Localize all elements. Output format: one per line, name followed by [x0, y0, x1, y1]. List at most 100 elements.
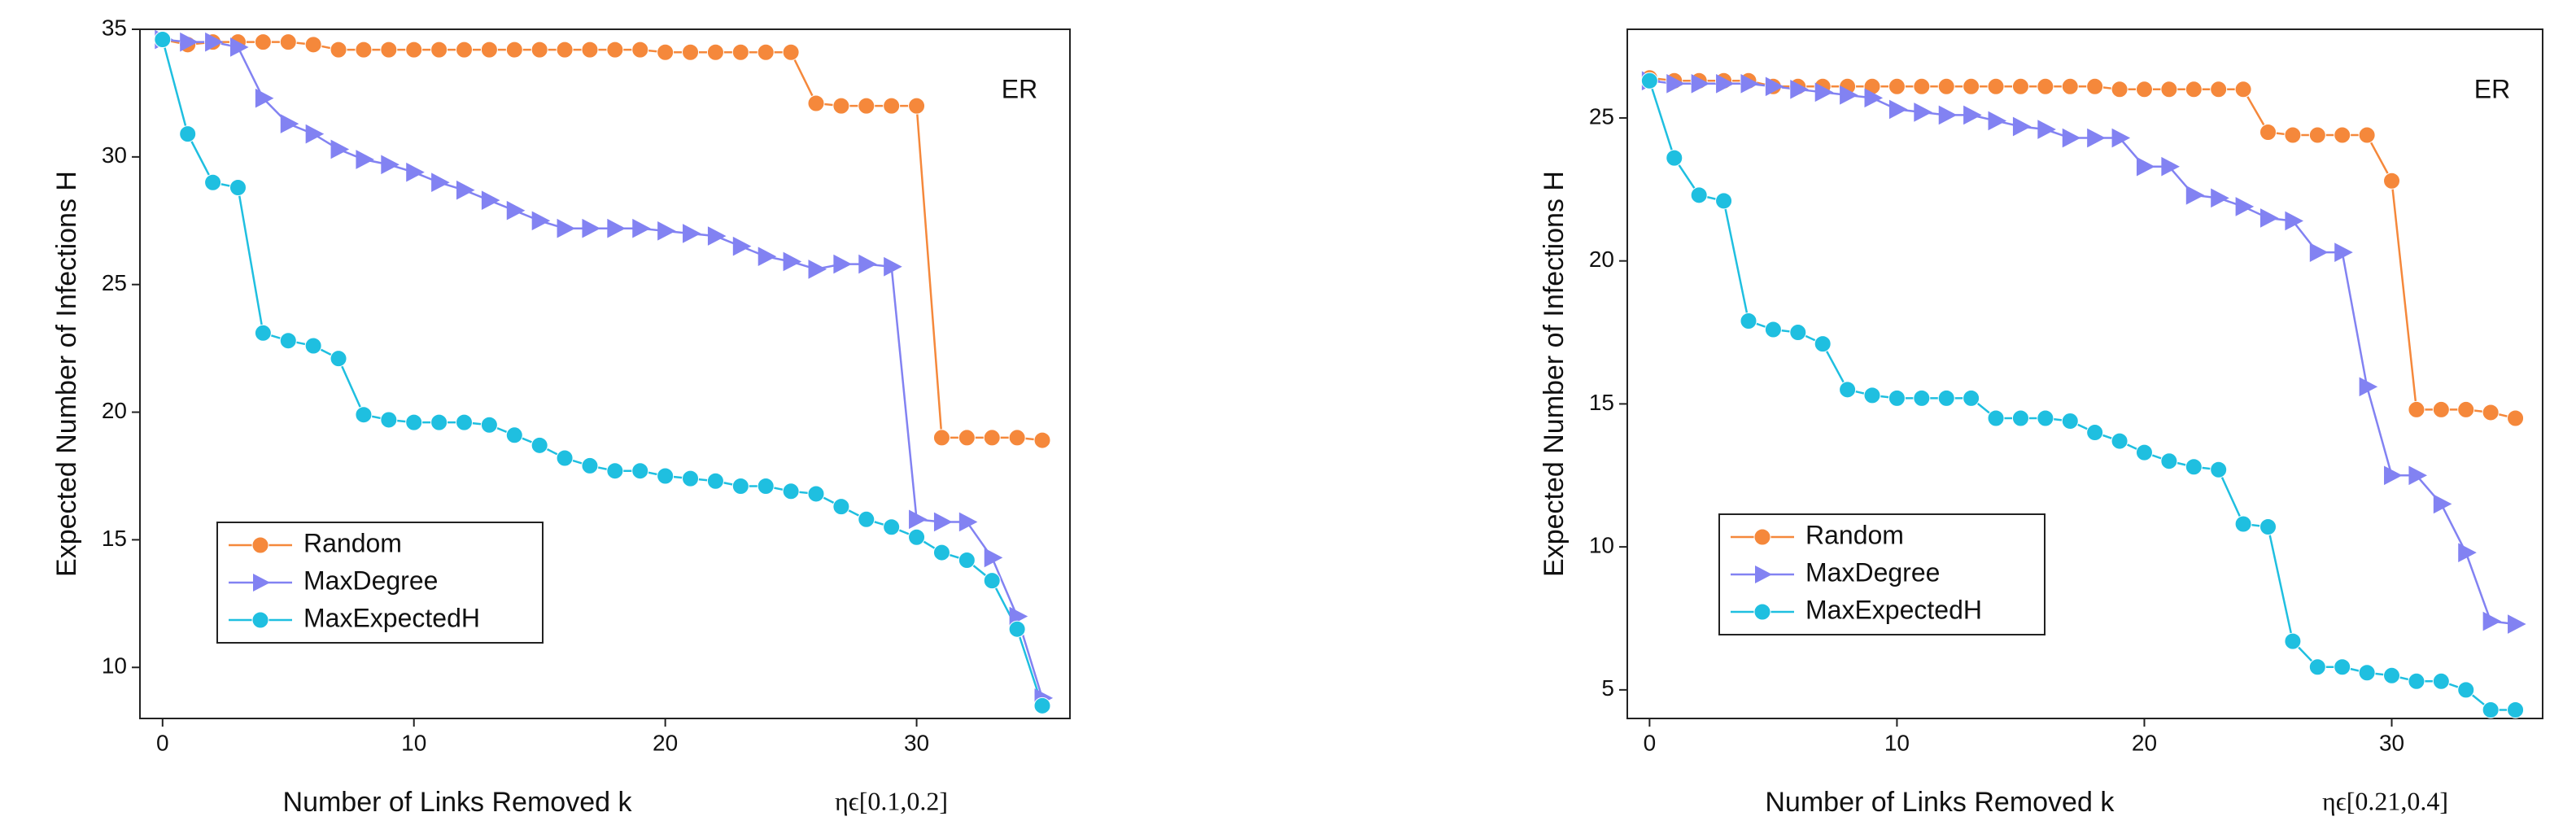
- marker: [2135, 443, 2153, 461]
- y-tick-label: 5: [1601, 675, 1614, 701]
- marker: [431, 172, 450, 193]
- marker: [2384, 465, 2403, 486]
- marker: [2334, 658, 2351, 676]
- series-line: [1649, 76, 2516, 420]
- marker: [1839, 381, 1857, 399]
- marker: [530, 41, 548, 59]
- marker: [2185, 186, 2205, 205]
- marker: [1715, 192, 1733, 210]
- marker: [958, 512, 978, 532]
- marker: [807, 485, 825, 503]
- marker: [1963, 77, 1980, 95]
- marker: [1888, 77, 1906, 95]
- legend-label: MaxExpectedH: [1805, 595, 1982, 624]
- marker: [1789, 324, 1807, 342]
- marker: [1840, 85, 1858, 105]
- y-axis-label: Expected Number of Infections H: [51, 171, 82, 577]
- marker: [2087, 128, 2106, 148]
- marker: [2432, 400, 2450, 418]
- marker: [707, 226, 727, 246]
- marker: [279, 332, 297, 350]
- marker: [606, 41, 624, 59]
- marker: [606, 462, 624, 480]
- marker: [631, 41, 649, 59]
- marker: [1740, 73, 1760, 94]
- marker: [983, 429, 1001, 447]
- marker: [2383, 172, 2401, 190]
- marker: [832, 97, 850, 115]
- legend-marker: [1753, 528, 1771, 546]
- marker: [582, 218, 601, 238]
- marker: [858, 97, 875, 115]
- marker: [280, 114, 299, 133]
- legend-label: MaxDegree: [303, 565, 438, 595]
- marker: [706, 472, 724, 490]
- marker: [2482, 701, 2500, 718]
- marker: [204, 173, 222, 191]
- legend-label: Random: [1805, 520, 1904, 549]
- marker: [908, 97, 926, 115]
- legend-marker: [251, 536, 269, 554]
- marker: [330, 41, 347, 59]
- marker: [1790, 79, 1809, 99]
- marker: [607, 218, 626, 238]
- marker: [279, 33, 297, 51]
- annotation: ηϵ[0.1,0.2]: [835, 786, 948, 815]
- marker: [406, 162, 425, 182]
- annotation: ηϵ[0.21,0.4]: [2322, 786, 2448, 815]
- y-tick-label: 25: [102, 270, 127, 295]
- marker: [1691, 73, 1710, 94]
- marker: [757, 478, 775, 496]
- marker: [1938, 105, 1958, 125]
- marker: [1863, 386, 1881, 404]
- marker: [255, 88, 274, 108]
- marker: [909, 509, 928, 530]
- marker: [932, 544, 950, 561]
- marker: [758, 247, 777, 267]
- marker: [305, 124, 325, 144]
- marker: [1888, 99, 1908, 120]
- marker: [1963, 105, 1982, 125]
- marker: [2062, 128, 2081, 148]
- marker: [1716, 73, 1735, 94]
- marker: [808, 260, 827, 279]
- marker: [1008, 429, 1026, 447]
- marker: [505, 426, 523, 444]
- marker: [2111, 432, 2128, 450]
- marker: [355, 406, 373, 424]
- marker: [2061, 77, 2079, 95]
- marker: [908, 528, 926, 546]
- marker: [2458, 543, 2477, 562]
- marker: [304, 337, 322, 355]
- marker: [1888, 389, 1906, 407]
- marker: [2432, 672, 2450, 690]
- marker: [2308, 126, 2326, 144]
- marker: [531, 211, 551, 231]
- marker: [1764, 321, 1782, 338]
- marker: [405, 413, 423, 431]
- marker: [2061, 412, 2079, 430]
- marker: [2086, 424, 2104, 442]
- marker: [180, 32, 199, 52]
- legend-label: Random: [303, 528, 402, 557]
- panel-label: ER: [1002, 74, 1037, 103]
- marker: [2185, 458, 2203, 476]
- marker: [1864, 88, 1884, 108]
- marker: [405, 41, 423, 59]
- marker: [984, 548, 1003, 568]
- marker: [581, 456, 599, 474]
- x-tick-label: 30: [2379, 730, 2404, 755]
- marker: [380, 41, 398, 59]
- marker: [381, 155, 399, 175]
- marker: [2408, 400, 2425, 418]
- marker: [2308, 658, 2326, 676]
- marker: [706, 43, 724, 61]
- marker: [2011, 409, 2029, 427]
- marker: [883, 97, 901, 115]
- marker: [2210, 81, 2228, 98]
- marker: [2037, 77, 2054, 95]
- marker: [2011, 77, 2029, 95]
- marker: [456, 180, 475, 200]
- marker: [2457, 681, 2475, 699]
